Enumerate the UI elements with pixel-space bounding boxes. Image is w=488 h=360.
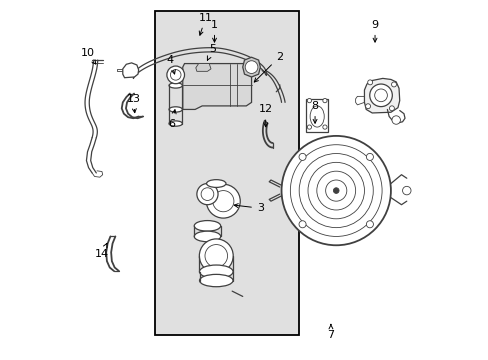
Circle shape (366, 153, 373, 161)
Circle shape (391, 116, 400, 124)
Circle shape (391, 82, 396, 87)
Text: 13: 13 (126, 94, 140, 113)
Circle shape (365, 104, 370, 109)
Text: 6: 6 (168, 110, 176, 129)
Circle shape (197, 184, 218, 205)
Ellipse shape (169, 107, 182, 112)
Text: 2: 2 (254, 51, 283, 82)
Circle shape (388, 106, 394, 111)
Text: 7: 7 (326, 325, 334, 340)
Text: 5: 5 (207, 45, 216, 60)
Circle shape (298, 221, 305, 228)
Circle shape (374, 89, 386, 102)
Circle shape (322, 125, 326, 129)
Circle shape (166, 66, 184, 84)
Ellipse shape (194, 221, 220, 231)
Text: 11: 11 (198, 13, 212, 35)
Text: 4: 4 (166, 55, 175, 74)
Ellipse shape (309, 106, 324, 127)
Circle shape (298, 153, 305, 161)
Circle shape (206, 184, 240, 218)
Text: 9: 9 (371, 20, 378, 42)
Circle shape (199, 239, 233, 273)
Ellipse shape (169, 121, 182, 126)
Ellipse shape (199, 265, 233, 278)
Circle shape (322, 99, 326, 103)
Ellipse shape (199, 274, 233, 287)
Polygon shape (195, 64, 210, 71)
Bar (305, 99, 328, 132)
Circle shape (306, 125, 311, 129)
Circle shape (204, 244, 227, 267)
Circle shape (201, 188, 213, 201)
Text: 8: 8 (311, 101, 318, 123)
Bar (154, 11, 299, 335)
Polygon shape (364, 78, 399, 113)
Text: 3: 3 (234, 203, 264, 213)
Circle shape (402, 186, 410, 195)
Polygon shape (242, 57, 260, 77)
Text: 1: 1 (211, 20, 218, 42)
Circle shape (212, 190, 233, 212)
Ellipse shape (194, 231, 220, 242)
Polygon shape (122, 63, 139, 78)
Circle shape (369, 84, 391, 107)
Circle shape (170, 69, 181, 80)
Circle shape (366, 221, 373, 228)
Circle shape (281, 136, 390, 245)
Text: 10: 10 (81, 48, 96, 64)
Circle shape (244, 61, 257, 73)
Ellipse shape (169, 83, 182, 88)
Circle shape (367, 80, 372, 85)
Text: 14: 14 (94, 243, 108, 259)
Circle shape (306, 99, 311, 103)
Text: 12: 12 (258, 104, 272, 127)
Ellipse shape (206, 180, 225, 188)
Polygon shape (183, 64, 251, 109)
Circle shape (333, 188, 338, 193)
